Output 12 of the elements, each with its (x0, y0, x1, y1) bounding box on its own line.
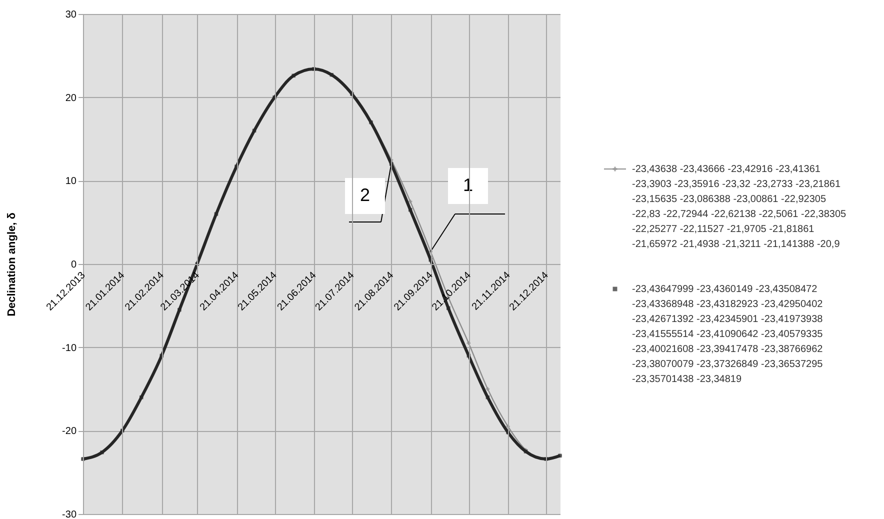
y-tick-label: 0 (70, 260, 77, 270)
y-tick-label: -30 (62, 510, 77, 519)
legend-label: -23,43647999 -23,4360149 -23,43508472 -23,43368948 -23,43182923 -23,42950402 -23,42671392 -23,42345901 -23,41973938 -23,41555514 -23,41090642 -23,40579335 -23,40021608 -23,39417478 -23,38766962 -23,38070079 -23,37326849 -23,36537295 -23,35701438 -23,34819 (632, 284, 824, 385)
y-tick-label: -20 (62, 426, 77, 438)
y-tick-label: 20 (65, 92, 77, 104)
y-axis-title: Declination angle, δ (6, 212, 18, 316)
y-tick-label: 30 (65, 10, 77, 20)
y-tick-label: -10 (62, 342, 77, 354)
y-tick-label: 10 (65, 176, 77, 188)
legend-label: -23,43638 -23,43666 -23,42916 -23,41361 -23,3903 -23,35916 -23,32 -23,2733 -23,21861 -23,15635 -23,086388 -23,00861 -22,92305 -22,83 -22,72944 -22,62138 -22,5061 -22,38305 -22,25277 -22,11527 -21,9705 -21,81861 -21,65972 -21,4938 -21,3211 -21,141388 -20,9 (632, 164, 846, 250)
annotation: 2 (360, 185, 370, 205)
annotation: 1 (462, 175, 474, 195)
